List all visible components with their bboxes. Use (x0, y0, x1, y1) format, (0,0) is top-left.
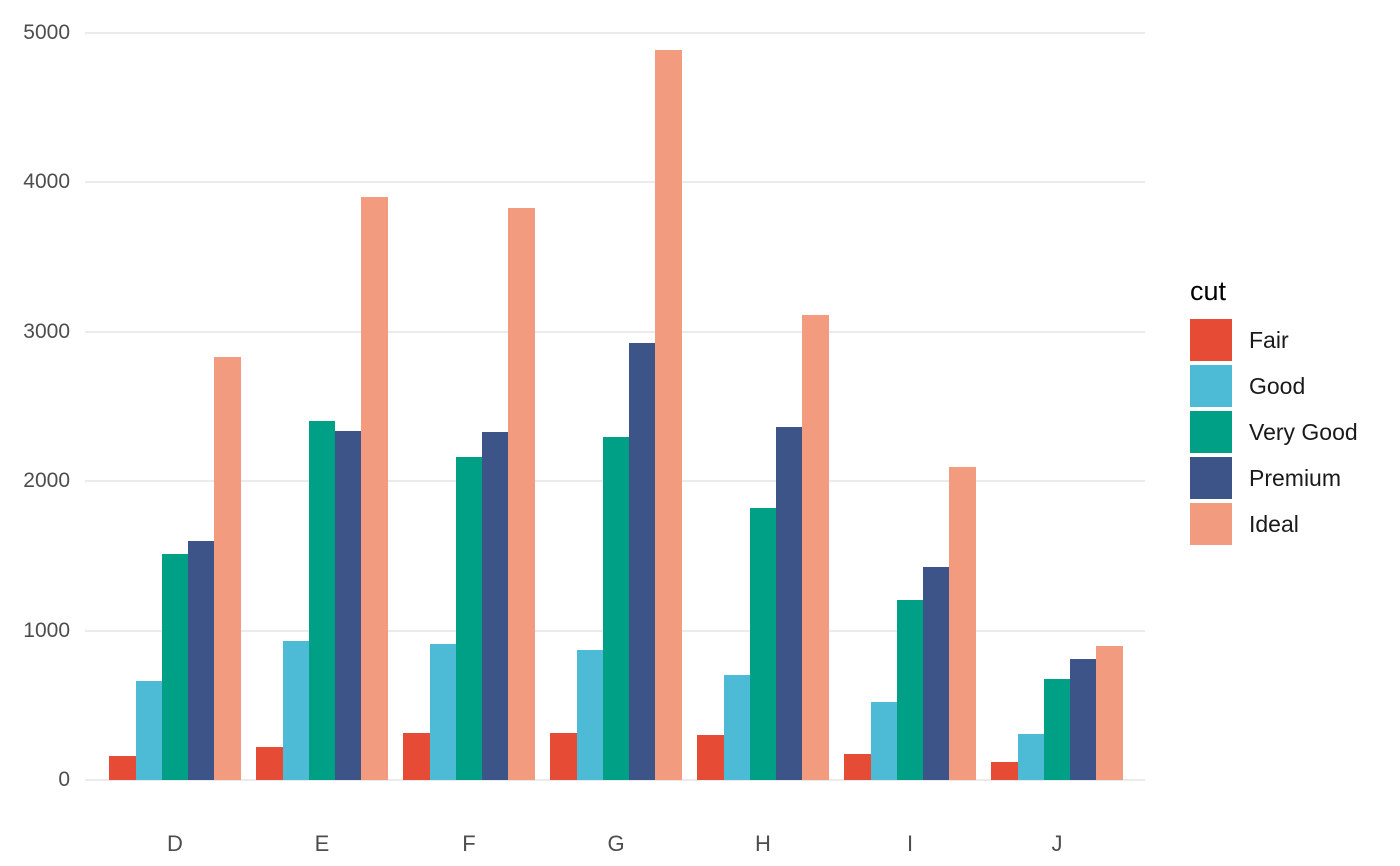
bar (109, 755, 136, 780)
bar (1043, 678, 1071, 780)
bar (949, 467, 976, 780)
legend-title: cut (1190, 276, 1227, 306)
y-tick-label: 5000 (23, 21, 70, 44)
legend-item-label: Very Good (1249, 418, 1358, 445)
legend-item-label: Ideal (1249, 510, 1299, 537)
bar (870, 702, 897, 780)
bar (923, 566, 950, 780)
legend-item: Ideal (1190, 503, 1358, 545)
bar (135, 681, 162, 780)
bar (602, 436, 630, 780)
bar (655, 50, 682, 780)
y-tick-label: 0 (58, 768, 70, 791)
x-tick-label: H (755, 831, 771, 856)
legend-swatch (1190, 365, 1232, 407)
bar (256, 746, 283, 780)
legend-item-label: Premium (1249, 464, 1342, 491)
bar (576, 649, 603, 780)
bar (991, 762, 1018, 780)
plot-panel (85, 0, 1145, 781)
x-tick-label: G (607, 831, 625, 856)
bar (802, 314, 829, 780)
bar (429, 644, 456, 780)
gridline (85, 330, 1145, 333)
bar (629, 343, 656, 780)
bar (1070, 659, 1097, 780)
bar (403, 733, 430, 780)
legend-item-label: Fair (1249, 326, 1289, 353)
legend-swatch (1190, 319, 1232, 361)
legend-item-label: Good (1249, 372, 1306, 399)
y-tick-label: 3000 (23, 319, 70, 343)
x-tick-label: D (167, 831, 183, 856)
legend: cut Fair Good Very Good Premium Ideal (1190, 276, 1358, 545)
bar (844, 753, 871, 780)
bar (896, 600, 924, 780)
bar (508, 208, 535, 780)
bar (749, 507, 777, 780)
bar (335, 430, 362, 780)
gridline (85, 181, 1145, 184)
gridline (85, 779, 1145, 781)
bar (482, 431, 509, 780)
legend-swatch (1190, 411, 1232, 453)
y-tick-label: 4000 (23, 170, 70, 194)
bar (1017, 734, 1044, 780)
bar (455, 456, 483, 780)
legend-item: Very Good (1190, 411, 1358, 453)
x-tick-label: E (314, 831, 330, 856)
x-tick-label: J (1051, 831, 1063, 856)
legend-swatch (1190, 457, 1232, 499)
bar (550, 733, 577, 780)
bar (697, 734, 724, 780)
bar (214, 356, 241, 780)
bar (282, 640, 309, 780)
y-tick-label: 1000 (23, 618, 70, 642)
bar (308, 421, 336, 780)
y-tick-label: 2000 (23, 469, 70, 493)
legend-swatch (1190, 503, 1232, 545)
bar (1096, 646, 1123, 780)
bar (776, 427, 803, 780)
bar (361, 196, 388, 780)
legend-items: Fair Good Very Good Premium Ideal (1190, 319, 1358, 545)
x-tick-label: I (906, 831, 914, 856)
bar (188, 540, 215, 780)
legend-item: Fair (1190, 319, 1358, 361)
bar (161, 553, 189, 780)
legend-item: Good (1190, 365, 1358, 407)
legend-item: Premium (1190, 457, 1358, 499)
bar (723, 675, 750, 780)
x-tick-label: F (462, 831, 476, 856)
gridline (85, 32, 1145, 34)
